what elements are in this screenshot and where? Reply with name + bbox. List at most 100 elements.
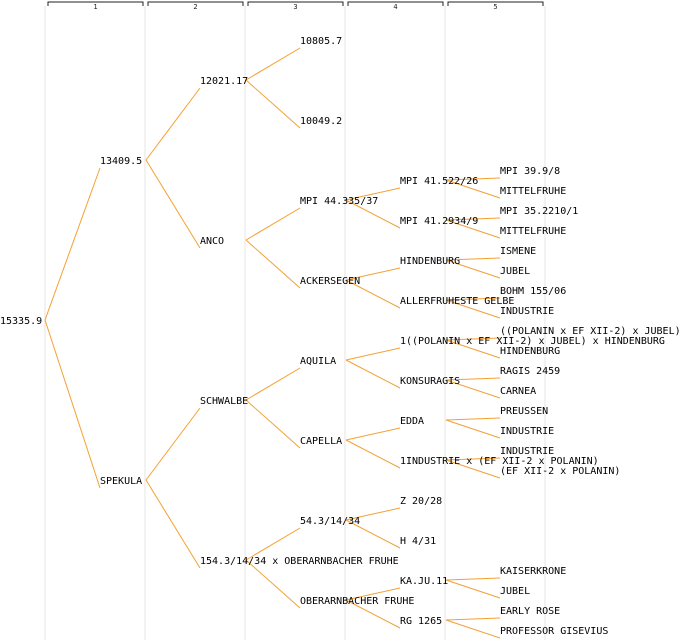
- pedigree-node: RG 1265: [400, 616, 442, 627]
- pedigree-edge: [345, 587, 401, 601]
- pedigree-edge: [445, 259, 501, 279]
- pedigree-edge: [445, 377, 501, 381]
- pedigree-edge: [445, 177, 501, 181]
- pedigree-node: MPI 41.2934/9: [400, 216, 478, 227]
- generation-number: 2: [193, 3, 197, 11]
- pedigree-edge: [345, 267, 401, 281]
- pedigree-edge: [345, 427, 401, 441]
- pedigree-edge: [44, 319, 101, 489]
- pedigree-node: RAGIS 2459: [500, 366, 560, 377]
- pedigree-node: 1INDUSTRIE x (EF XII-2 x POLANIN): [400, 456, 599, 467]
- pedigree-edge: [245, 239, 301, 289]
- pedigree-edge: [445, 417, 501, 421]
- pedigree-node: 12021.17: [200, 76, 248, 87]
- generation-bracket: [447, 1, 544, 6]
- pedigree-node: MITTELFRUHE: [500, 226, 566, 237]
- pedigree-edge: [245, 79, 301, 129]
- pedigree-node: ALLERFRUHESTE GELBE: [400, 296, 514, 307]
- generation-bracket: [347, 1, 444, 6]
- pedigree-node: 10049.2: [300, 116, 342, 127]
- pedigree-node: 154.3/14/34 x OBERARNBACHER FRUHE: [200, 556, 399, 567]
- pedigree-node: KONSURAGIS: [400, 376, 460, 387]
- pedigree-node: 1((POLANIN x EF XII-2) x JUBEL) x HINDEN…: [400, 336, 665, 347]
- generation-bracket: [147, 1, 244, 6]
- pedigree-node: INDUSTRIE: [500, 306, 554, 317]
- generation-number: 3: [293, 3, 297, 11]
- pedigree-node: INDUSTRIE: [500, 426, 554, 437]
- pedigree-node: SPEKULA: [100, 476, 142, 487]
- pedigree-edge: [445, 257, 501, 261]
- pedigree-node: PREUSSEN: [500, 406, 548, 417]
- pedigree-node: ANCO: [200, 236, 224, 247]
- pedigree-node: 13409.5: [100, 156, 142, 167]
- pedigree-edge: [445, 459, 501, 479]
- pedigree-edge: [345, 599, 401, 629]
- pedigree-edge: [145, 479, 201, 569]
- pedigree-node: INDUSTRIE: [500, 446, 554, 457]
- pedigree-edge: [145, 159, 201, 249]
- pedigree-nodes: 15335.9 13409.5 12021.17 10805.7 10049.2 ANCO…: [0, 36, 681, 637]
- pedigree-node: EARLY ROSE: [500, 606, 560, 617]
- pedigree-node: EDDA: [400, 416, 424, 427]
- pedigree-node: MPI 35.2210/1: [500, 206, 578, 217]
- pedigree-node: OBERARNBACHER FRUHE: [300, 596, 414, 607]
- pedigree-node: KA.JU.11: [400, 576, 448, 587]
- generation-number: 1: [93, 3, 97, 11]
- pedigree-node: MPI 41.522/26: [400, 176, 478, 187]
- pedigree-node: CAPELLA: [300, 436, 342, 447]
- generation-bracket: [247, 1, 344, 6]
- pedigree-node: HINDENBURG: [500, 346, 560, 357]
- pedigree-edge: [345, 199, 401, 229]
- pedigree-node: KAISERKRONE: [500, 566, 566, 577]
- pedigree-edge: [445, 339, 501, 359]
- pedigree-edge: [345, 347, 401, 361]
- generation-bracket: [47, 1, 144, 6]
- pedigree-edge: [445, 419, 501, 439]
- pedigree-edge: [445, 579, 501, 599]
- pedigree-edge: [345, 187, 401, 201]
- pedigree-edge: [345, 279, 401, 309]
- pedigree-node: 15335.9: [0, 316, 42, 327]
- pedigree-edge: [345, 507, 401, 521]
- pedigree-edge: [44, 167, 101, 321]
- pedigree-edge: [445, 617, 501, 621]
- generation-number: 5: [493, 3, 497, 11]
- generation-column-grid: [44, 6, 546, 640]
- pedigree-edge: [245, 527, 301, 561]
- pedigree-edge: [345, 519, 401, 549]
- pedigree-edge: [245, 399, 301, 449]
- pedigree-edge: [345, 359, 401, 389]
- pedigree-edges: [44, 47, 501, 639]
- pedigree-node: ISMENE: [500, 246, 536, 257]
- pedigree-node: BOHM 155/06: [500, 286, 566, 297]
- pedigree-node: 10805.7: [300, 36, 342, 47]
- pedigree-edge: [445, 179, 501, 199]
- generation-header: 1 2 3 4 5: [47, 1, 544, 11]
- pedigree-node: JUBEL: [500, 586, 530, 597]
- pedigree-edge: [445, 577, 501, 581]
- pedigree-edge: [245, 47, 301, 81]
- pedigree-edge: [145, 87, 201, 161]
- pedigree-node: ACKERSEGEN: [300, 276, 360, 287]
- pedigree-edge: [145, 407, 201, 481]
- pedigree-edge: [245, 367, 301, 401]
- pedigree-edge: [445, 457, 501, 461]
- pedigree-edge: [245, 559, 301, 609]
- pedigree-node: SCHWALBE: [200, 396, 248, 407]
- generation-number: 4: [393, 3, 397, 11]
- pedigree-node: (EF XII-2 x POLANIN): [500, 466, 620, 477]
- pedigree-node: Z 20/28: [400, 496, 442, 507]
- pedigree-edge: [245, 207, 301, 241]
- pedigree-edge: [445, 299, 501, 319]
- pedigree-node: PROFESSOR GISEVIUS: [500, 626, 608, 637]
- pedigree-edge: [345, 439, 401, 469]
- pedigree-node: ((POLANIN x EF XII-2) x JUBEL): [500, 326, 681, 337]
- pedigree-node: JUBEL: [500, 266, 530, 277]
- pedigree-edge: [445, 217, 501, 221]
- pedigree-node: CARNEA: [500, 386, 536, 397]
- pedigree-node: MPI 44.335/37: [300, 196, 378, 207]
- pedigree-edge: [445, 297, 501, 301]
- pedigree-node: HINDENBURG: [400, 256, 460, 267]
- pedigree-node: AQUILA: [300, 356, 336, 367]
